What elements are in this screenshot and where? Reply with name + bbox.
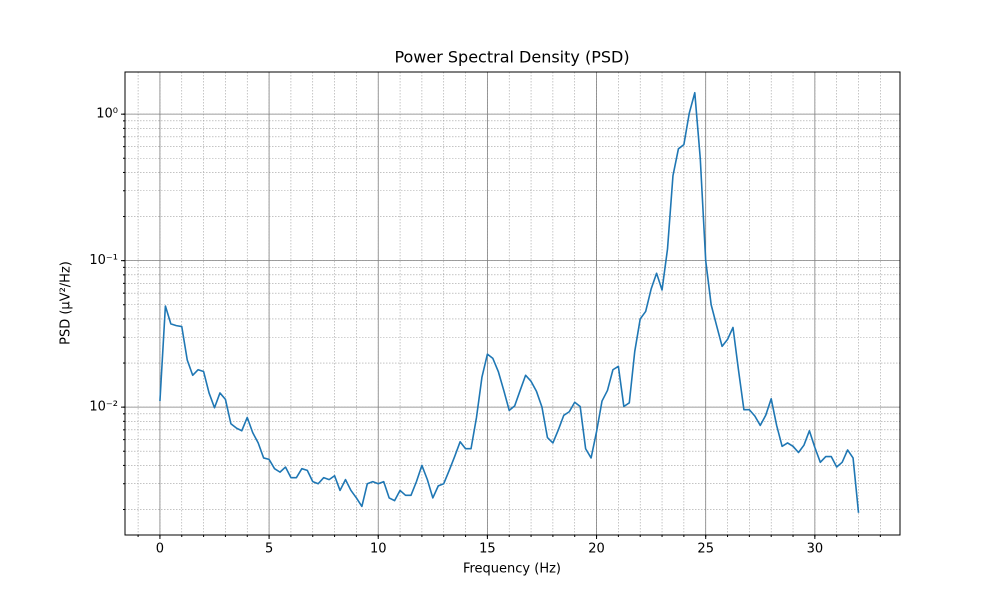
- y-tick-label: 10⁻²: [89, 400, 118, 415]
- x-tick-label: 15: [479, 542, 496, 557]
- y-tick-label: 10⁰: [96, 107, 118, 122]
- x-axis-label: Frequency (Hz): [463, 562, 561, 577]
- x-tick-label: 5: [265, 542, 273, 557]
- chart-title: Power Spectral Density (PSD): [394, 48, 629, 67]
- y-tick-label: 10⁻¹: [89, 253, 118, 268]
- x-tick-label: 20: [588, 542, 605, 557]
- x-tick-label: 30: [807, 542, 824, 557]
- data-line: [159, 91, 860, 513]
- x-tick-label: 25: [697, 542, 714, 557]
- x-tick-label: 0: [156, 542, 164, 557]
- y-axis-label: PSD (μV²/Hz): [59, 261, 74, 345]
- x-tick-label: 10: [370, 542, 387, 557]
- plot-frame: [124, 71, 901, 536]
